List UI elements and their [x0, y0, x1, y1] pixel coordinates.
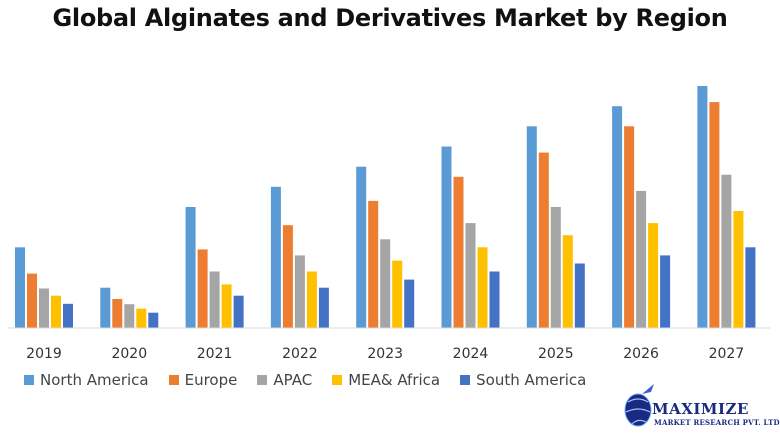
- x-tick-label-2026: 2026: [623, 346, 659, 362]
- legend: North America Europe APAC MEA& Africa South …: [24, 370, 606, 390]
- bar-apac-2023: [380, 239, 391, 328]
- bar-apac-2022: [294, 255, 305, 328]
- bar-mea-africa-2026: [648, 223, 659, 328]
- x-tick-label-2023: 2023: [367, 346, 403, 362]
- bar-apac-2020: [124, 304, 135, 328]
- bar-north-america-2019: [15, 247, 25, 328]
- x-tick-label-2021: 2021: [197, 346, 233, 362]
- bar-apac-2025: [550, 207, 561, 328]
- bars-group: [15, 86, 756, 329]
- legend-label-south-america: South America: [476, 371, 587, 389]
- x-tick-label-2027: 2027: [709, 346, 745, 362]
- bar-mea-africa-2022: [306, 271, 317, 328]
- legend-item-south-america: South America: [460, 371, 586, 389]
- bar-mea-africa-2020: [136, 308, 147, 328]
- bar-mea-africa-2027: [733, 211, 744, 328]
- bar-europe-2025: [538, 152, 549, 328]
- legend-label-mea-africa: MEA& Africa: [348, 371, 441, 389]
- bar-europe-2023: [368, 200, 379, 328]
- legend-swatch-europe: [168, 375, 179, 385]
- legend-swatch-apac: [257, 375, 268, 385]
- bar-apac-2019: [39, 288, 49, 328]
- legend-swatch-north-america: [24, 375, 34, 385]
- x-tick-label-2025: 2025: [538, 346, 574, 362]
- legend-item-europe: Europe: [168, 371, 238, 389]
- bar-europe-2019: [27, 273, 37, 328]
- bar-apac-2027: [721, 174, 732, 328]
- bar-europe-2026: [624, 126, 635, 328]
- legend-swatch-mea-africa: [332, 375, 343, 385]
- logo-name: MAXIMIZE: [652, 400, 749, 418]
- legend-item-north-america: North America: [24, 371, 149, 389]
- bar-south-america-2021: [233, 295, 244, 328]
- legend-item-mea-africa: MEA& Africa: [332, 371, 440, 389]
- chart-title: Global Alginates and Derivatives Market …: [52, 4, 728, 32]
- bar-north-america-2020: [100, 287, 111, 328]
- bar-apac-2024: [465, 223, 476, 328]
- bar-south-america-2019: [63, 303, 73, 328]
- bar-mea-africa-2023: [392, 260, 403, 328]
- legend-label-europe: Europe: [184, 371, 238, 389]
- legend-item-apac: APAC: [257, 371, 312, 389]
- logo-subtitle: MARKET RESEARCH PVT. LTD.: [654, 418, 780, 427]
- x-tick-labels: 2019 2020 2021 2022 2023 2024 2025 2026 2027: [26, 346, 744, 362]
- bar-north-america-2021: [185, 207, 196, 328]
- bar-europe-2022: [282, 225, 293, 328]
- company-logo: MAXIMIZE MARKET RESEARCH PVT. LTD.: [620, 380, 780, 438]
- logo-globe-icon: [624, 384, 654, 427]
- bar-europe-2020: [112, 299, 123, 328]
- bar-south-america-2020: [148, 312, 159, 328]
- bar-south-america-2025: [574, 263, 585, 328]
- bar-north-america-2024: [441, 146, 452, 328]
- bar-europe-2021: [197, 249, 208, 328]
- legend-label-north-america: North America: [40, 371, 149, 389]
- legend-label-apac: APAC: [273, 371, 313, 389]
- bar-north-america-2027: [697, 86, 708, 328]
- bar-north-america-2022: [270, 186, 281, 328]
- bar-mea-africa-2019: [51, 295, 61, 328]
- bar-south-america-2026: [660, 255, 671, 328]
- bar-apac-2021: [209, 271, 220, 328]
- bar-mea-africa-2025: [562, 235, 573, 328]
- bar-south-america-2024: [489, 271, 500, 328]
- x-tick-label-2022: 2022: [282, 346, 318, 362]
- bar-chart: 2019 2020 2021 2022 2023 2024 2025 2026 2027: [8, 86, 770, 362]
- bar-apac-2026: [636, 190, 647, 328]
- bar-europe-2024: [453, 176, 464, 329]
- bar-mea-africa-2024: [477, 247, 488, 328]
- bar-south-america-2022: [318, 287, 329, 328]
- x-tick-label-2019: 2019: [26, 346, 62, 362]
- x-tick-label-2024: 2024: [453, 346, 489, 362]
- bar-north-america-2023: [356, 166, 367, 328]
- bar-south-america-2023: [404, 279, 415, 328]
- bar-north-america-2025: [526, 126, 537, 328]
- bar-south-america-2027: [745, 247, 756, 328]
- legend-swatch-south-america: [460, 375, 471, 385]
- bar-north-america-2026: [612, 106, 623, 328]
- bar-mea-africa-2021: [221, 284, 232, 328]
- x-tick-label-2020: 2020: [111, 346, 147, 362]
- bar-europe-2027: [709, 102, 720, 328]
